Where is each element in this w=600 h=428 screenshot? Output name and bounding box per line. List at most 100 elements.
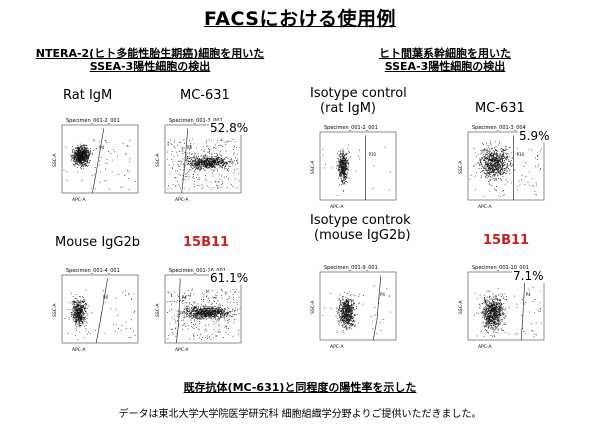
event-dot <box>338 164 340 166</box>
event-dot <box>78 148 79 150</box>
event-dot <box>200 304 202 306</box>
event-dot <box>84 325 85 327</box>
event-dot <box>221 167 223 168</box>
event-dot <box>75 152 77 154</box>
event-dot <box>194 308 196 309</box>
event-dot <box>84 308 86 309</box>
event-dot <box>211 310 213 312</box>
event-dot <box>210 312 212 314</box>
event-dot <box>230 159 232 161</box>
event-dot <box>80 155 82 156</box>
event-dot <box>195 159 197 161</box>
event-dot <box>191 325 193 327</box>
event-dot <box>76 308 77 310</box>
event-dot <box>220 145 222 146</box>
event-dot <box>213 164 215 165</box>
event-dot <box>224 164 226 166</box>
event-dot <box>86 164 87 166</box>
event-dot <box>74 165 76 167</box>
event-dot <box>493 171 495 173</box>
event-dot <box>496 166 498 168</box>
event-dot <box>186 173 187 175</box>
event-dot <box>497 160 499 162</box>
event-dot <box>347 153 349 155</box>
event-dot <box>197 161 198 163</box>
event-dot <box>196 165 198 167</box>
event-dot <box>232 294 234 295</box>
event-dot <box>72 314 74 316</box>
event-dot <box>490 162 491 163</box>
event-dot <box>82 312 84 313</box>
event-dot <box>481 164 483 166</box>
event-dot <box>78 324 80 325</box>
event-dot <box>495 157 497 159</box>
event-dot <box>208 309 210 311</box>
event-dot <box>178 185 180 187</box>
event-dot <box>190 169 192 171</box>
event-dot <box>187 290 189 291</box>
event-dot <box>186 158 188 159</box>
event-dot <box>203 298 204 300</box>
event-dot <box>127 178 129 179</box>
event-dot <box>78 157 80 159</box>
event-dot <box>171 303 172 305</box>
event-dot <box>222 305 223 307</box>
event-dot <box>212 161 213 163</box>
event-dot <box>494 165 496 167</box>
event-dot <box>194 166 196 168</box>
event-dot <box>217 300 219 301</box>
event-dot <box>222 315 224 317</box>
event-dot <box>111 159 113 161</box>
event-dot <box>347 148 349 150</box>
event-dot <box>79 154 81 156</box>
event-dot <box>180 310 182 312</box>
event-dot <box>344 162 346 164</box>
event-dot <box>491 154 492 156</box>
event-dot <box>340 176 342 178</box>
event-dot <box>488 158 490 160</box>
event-dot <box>85 310 87 312</box>
event-dot <box>197 158 199 159</box>
event-dot <box>213 311 215 313</box>
event-dot <box>195 161 197 162</box>
event-dot <box>71 314 72 316</box>
event-dot <box>221 309 223 311</box>
event-dot <box>498 172 499 174</box>
event-dot <box>486 165 488 167</box>
event-dot <box>344 161 345 163</box>
event-dot <box>343 182 345 184</box>
event-dot <box>187 157 189 159</box>
event-dot <box>221 139 223 141</box>
event-dot <box>533 185 535 187</box>
event-dot <box>488 167 490 169</box>
event-dot <box>217 159 219 160</box>
event-dot <box>203 163 205 165</box>
event-dot <box>343 160 345 161</box>
event-dot <box>85 317 87 319</box>
event-dot <box>221 162 223 163</box>
event-dot <box>206 140 207 142</box>
event-dot <box>79 305 81 307</box>
event-dot <box>214 294 216 296</box>
event-dot <box>84 157 85 158</box>
event-dot <box>206 315 208 317</box>
event-dot <box>495 190 497 192</box>
event-dot <box>341 165 343 167</box>
event-dot <box>484 172 486 174</box>
event-dot <box>78 312 80 313</box>
event-dot <box>177 180 178 182</box>
event-dot <box>204 155 206 157</box>
event-dot <box>539 150 541 152</box>
event-dot <box>238 330 240 332</box>
event-dot <box>80 306 82 308</box>
event-dot <box>483 168 485 169</box>
event-dot <box>196 163 198 165</box>
event-dot <box>501 162 502 164</box>
event-dot <box>117 155 118 157</box>
event-dot <box>204 312 205 314</box>
event-dot <box>201 184 203 186</box>
event-dot <box>490 159 491 160</box>
event-dot <box>204 160 206 162</box>
event-dot <box>501 180 503 181</box>
event-dot <box>77 159 78 160</box>
